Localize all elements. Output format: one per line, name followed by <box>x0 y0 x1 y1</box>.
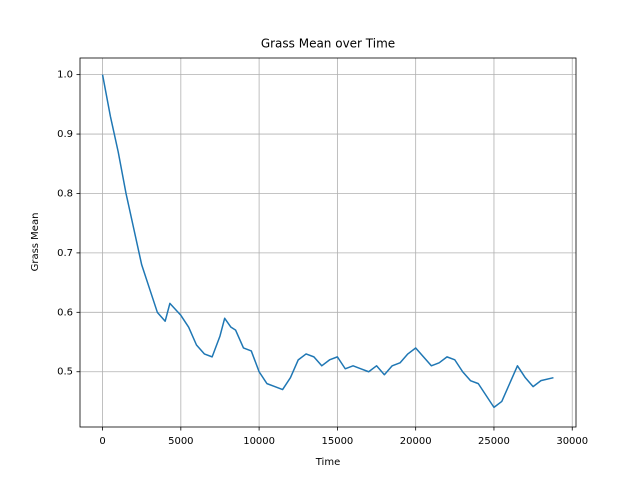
x-tick-label: 25000 <box>478 436 510 447</box>
y-tick-label: 0.5 <box>57 367 73 378</box>
x-tick-label: 10000 <box>243 436 275 447</box>
x-tick-label: 5000 <box>168 436 193 447</box>
y-tick-label: 0.9 <box>57 129 73 140</box>
y-tick-label: 0.7 <box>57 248 73 259</box>
y-tick-label: 0.8 <box>57 188 73 199</box>
y-axis-label: Grass Mean <box>30 213 41 272</box>
x-tick-label: 20000 <box>400 436 432 447</box>
chart-title: Grass Mean over Time <box>261 37 395 51</box>
y-tick-label: 0.6 <box>57 307 73 318</box>
x-tick-label: 15000 <box>321 436 353 447</box>
x-tick-label: 0 <box>99 436 105 447</box>
data-line <box>101 74 554 409</box>
plot-frame <box>79 57 577 428</box>
x-tick-label: 30000 <box>556 436 588 447</box>
x-axis-label: Time <box>315 457 340 468</box>
y-tick-label: 1.0 <box>57 70 73 81</box>
